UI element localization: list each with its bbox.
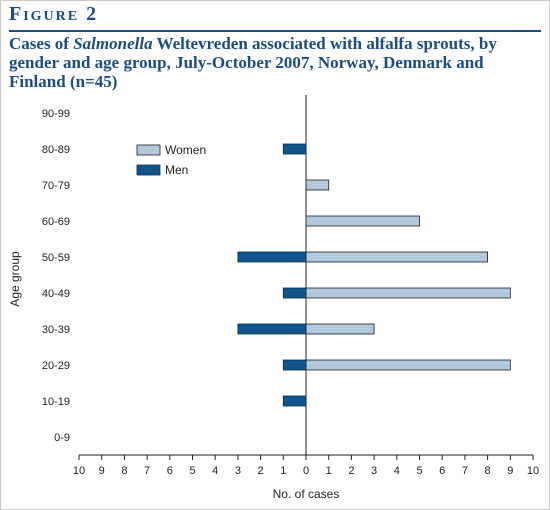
bar-men bbox=[237, 323, 307, 335]
figure-label: Figure 2 bbox=[9, 3, 99, 25]
x-tick-label: 7 bbox=[462, 465, 468, 477]
y-tick-label: 50-59 bbox=[42, 252, 70, 264]
y-tick-label: 10-19 bbox=[42, 396, 70, 408]
y-tick-label: 0-9 bbox=[54, 432, 70, 444]
y-axis-title: Age group bbox=[8, 251, 22, 307]
x-tick-label: 5 bbox=[416, 465, 422, 477]
x-tick-label: 3 bbox=[371, 465, 377, 477]
y-tick-label: 60-69 bbox=[42, 216, 70, 228]
x-tick-label: 0 bbox=[303, 465, 309, 477]
x-tick-label: 4 bbox=[394, 465, 400, 477]
y-tick-label: 80-89 bbox=[42, 144, 70, 156]
bar-women bbox=[305, 323, 375, 335]
x-tick-label: 8 bbox=[121, 465, 127, 477]
legend-label-women: Women bbox=[165, 143, 206, 157]
bar-men bbox=[237, 251, 307, 263]
legend-swatch-women bbox=[136, 144, 161, 156]
x-tick-label: 7 bbox=[144, 465, 150, 477]
bar-women bbox=[305, 179, 330, 191]
chart-title: Cases of Salmonella Weltevreden associat… bbox=[9, 34, 544, 91]
x-tick-label: 1 bbox=[280, 465, 286, 477]
title-rule bbox=[9, 30, 541, 32]
x-tick-label: 3 bbox=[235, 465, 241, 477]
x-axis-title: No. of cases bbox=[273, 487, 340, 501]
y-tick-label: 30-39 bbox=[42, 324, 70, 336]
x-tick-label: 2 bbox=[258, 465, 264, 477]
bar-men bbox=[282, 359, 307, 371]
x-tick-label: 9 bbox=[99, 465, 105, 477]
x-tick-label: 10 bbox=[527, 465, 539, 477]
x-tick-label: 1 bbox=[326, 465, 332, 477]
bar-women bbox=[305, 215, 420, 227]
x-tick-label: 4 bbox=[212, 465, 218, 477]
x-tick-label: 6 bbox=[167, 465, 173, 477]
legend-swatch-men bbox=[136, 164, 161, 176]
x-tick-label: 2 bbox=[348, 465, 354, 477]
y-tick-label: 90-99 bbox=[42, 108, 70, 120]
legend-label-men: Men bbox=[165, 163, 188, 177]
bar-men bbox=[282, 395, 307, 407]
bar-women bbox=[305, 251, 489, 263]
bar-women bbox=[305, 359, 511, 371]
title-post: Weltevreden associated with alfalfa spro… bbox=[9, 34, 497, 91]
y-tick-label: 70-79 bbox=[42, 180, 70, 192]
bar-men bbox=[282, 287, 307, 299]
x-tick-label: 9 bbox=[507, 465, 513, 477]
y-tick-label: 20-29 bbox=[42, 360, 70, 372]
title-italic: Salmonella bbox=[73, 34, 153, 53]
bar-men bbox=[282, 143, 307, 155]
y-tick-label: 40-49 bbox=[42, 288, 70, 300]
x-tick-label: 6 bbox=[439, 465, 445, 477]
x-tick-label: 10 bbox=[73, 465, 85, 477]
x-tick-label: 5 bbox=[189, 465, 195, 477]
x-tick-label: 8 bbox=[485, 465, 491, 477]
bar-women bbox=[305, 287, 511, 299]
title-pre: Cases of bbox=[9, 34, 74, 53]
